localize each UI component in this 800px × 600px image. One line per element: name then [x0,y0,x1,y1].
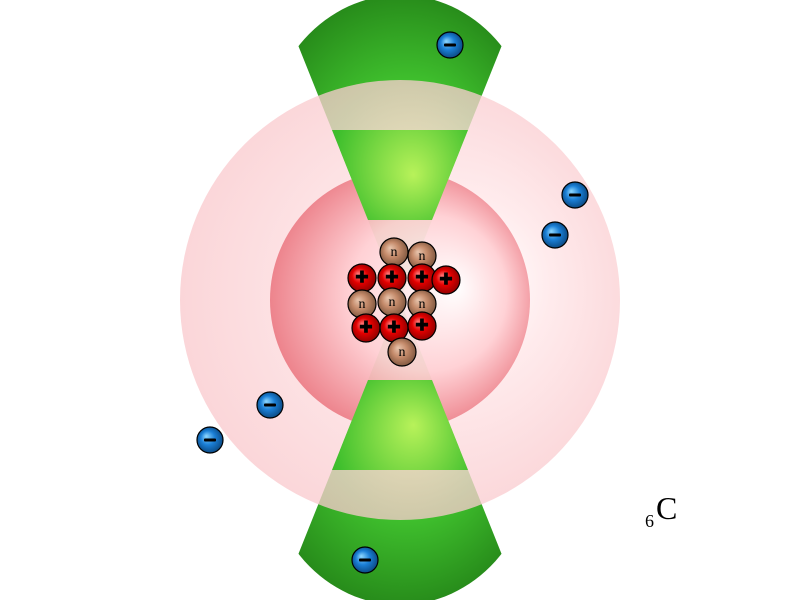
neutron-label: n [419,297,426,312]
neutron-label: n [419,249,426,264]
proton-plus: ✚ [359,320,372,337]
proton-plus: ✚ [385,270,398,287]
atom-svg: n n ✚ ✚ ✚ ✚ n n n ✚ ✚ ✚ n [0,0,800,600]
neutron-label: n [391,245,398,260]
electron-minus-icon [359,559,371,562]
atom-diagram: n n ✚ ✚ ✚ ✚ n n n ✚ ✚ ✚ n 6C [0,0,800,600]
element-symbol: C [656,490,677,526]
neutron-label: n [389,295,396,310]
proton-plus: ✚ [387,320,400,337]
element-label: 6C [645,490,677,527]
electron-minus-icon [569,194,581,197]
electron-minus-icon [444,44,456,47]
proton-plus: ✚ [439,272,452,289]
neutron-label: n [399,345,406,360]
proton-plus: ✚ [415,270,428,287]
electron-minus-icon [204,439,216,442]
electron-minus-icon [549,234,561,237]
electron-minus-icon [264,404,276,407]
atomic-number: 6 [645,511,654,531]
neutron-label: n [359,297,366,312]
proton-plus: ✚ [355,270,368,287]
proton-plus: ✚ [415,318,428,335]
